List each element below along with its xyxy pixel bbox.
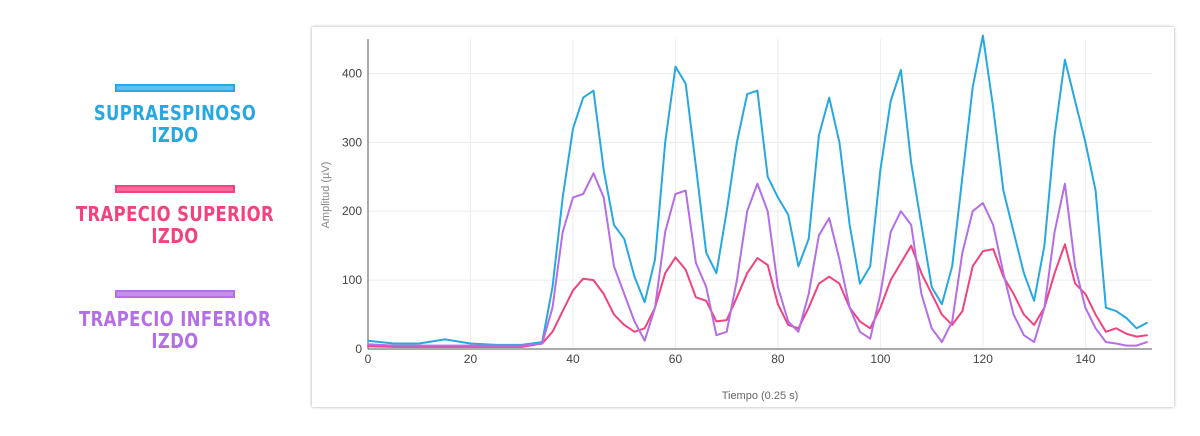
x-tick-label: 20 [464, 352, 478, 366]
chart-ticks: 0 100 200 300 400 0 20 40 60 80 100 120 140 [342, 66, 1096, 366]
x-tick-label: 120 [973, 352, 993, 366]
y-tick-label: 400 [342, 66, 362, 80]
x-tick-label: 0 [365, 352, 372, 366]
chart-series [367, 34, 1148, 348]
legend-label-line2: IZDO [151, 329, 199, 353]
y-tick-label: 0 [355, 342, 362, 356]
legend-label-line1: SUPRAESPINOSO [93, 101, 257, 125]
y-axis-label: Amplitud (µV) [320, 162, 332, 229]
x-tick-label: 60 [669, 352, 683, 366]
chart-card: 0 100 200 300 400 0 20 40 60 80 100 120 140 Tiempo (… [312, 27, 1174, 407]
y-tick-label: 200 [342, 204, 362, 218]
y-tick-label: 100 [342, 273, 362, 287]
x-tick-label: 140 [1075, 352, 1095, 366]
legend-item-supraespinoso: SUPRAESPINOSO IZDO [40, 84, 310, 146]
legend-label-line2: IZDO [151, 123, 199, 147]
legend-swatch-supraespinoso [115, 84, 235, 92]
legend-swatch-trapecio-inferior [115, 290, 235, 298]
x-tick-label: 80 [771, 352, 785, 366]
chart-axes [367, 39, 1152, 350]
legend-label-line1: TRAPECIO INFERIOR [78, 307, 272, 331]
x-tick-label: 100 [870, 352, 890, 366]
series-line-0 [367, 34, 1148, 346]
legend-label-line1: TRAPECIO SUPERIOR [75, 202, 275, 226]
x-tick-label: 40 [566, 352, 580, 366]
x-axis-label: Tiempo (0.25 s) [722, 390, 799, 402]
y-tick-label: 300 [342, 135, 362, 149]
legend-swatch-trapecio-superior [115, 185, 235, 193]
legend-item-trapecio-inferior: TRAPECIO INFERIOR IZDO [40, 290, 310, 352]
series-line-1 [367, 243, 1148, 348]
line-chart: 0 100 200 300 400 0 20 40 60 80 100 120 140 Tiempo (… [320, 34, 1152, 402]
legend-item-trapecio-superior: TRAPECIO SUPERIOR IZDO [40, 185, 310, 247]
chart-grid [367, 39, 1152, 350]
legend-label-line2: IZDO [151, 224, 199, 248]
series-line-2 [367, 172, 1148, 347]
